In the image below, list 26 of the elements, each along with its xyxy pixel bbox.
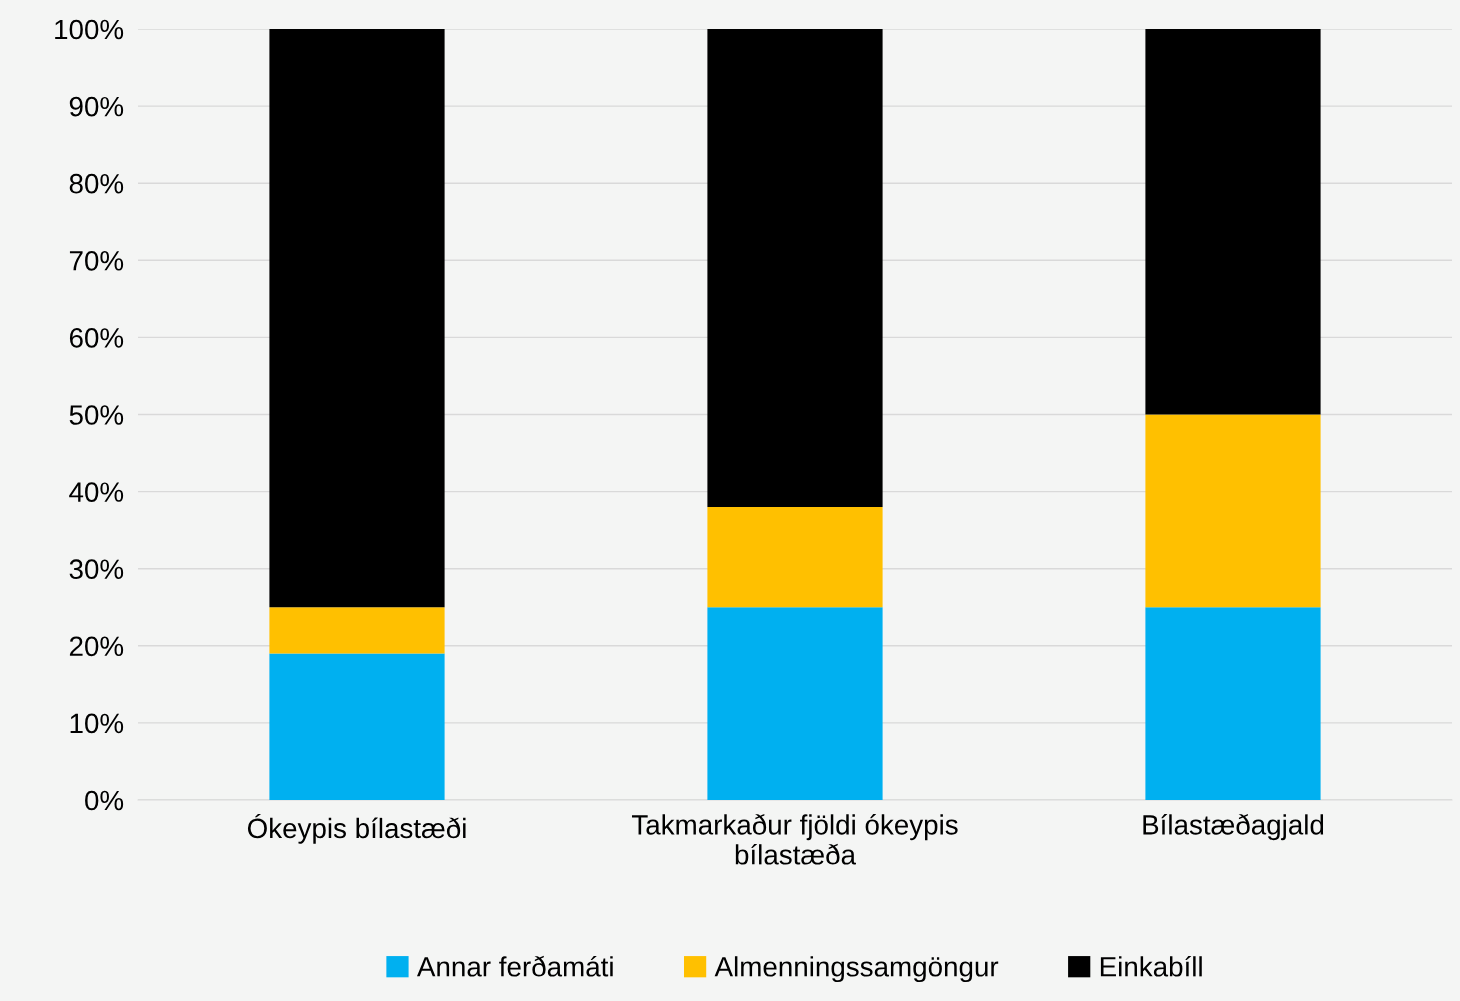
y-tick-label: 50% xyxy=(69,405,124,425)
bar xyxy=(269,607,445,654)
legend-label: Almenningssamgöngur xyxy=(714,956,999,983)
y-tick-label: 70% xyxy=(69,250,124,271)
y-tick-label: 30% xyxy=(69,559,124,580)
bar xyxy=(269,29,445,608)
legend-label: Einkabíll xyxy=(1100,955,1202,977)
bar xyxy=(1145,607,1321,800)
bar xyxy=(707,507,883,608)
x-tick-label: Ókeypis bílastæði xyxy=(247,813,466,844)
y-tick-label: 10% xyxy=(70,713,124,734)
y-tick-label: 80% xyxy=(69,173,124,194)
bar xyxy=(707,607,883,800)
y-tick-label: 40% xyxy=(69,482,124,502)
y-tick-label: 20% xyxy=(69,636,124,657)
bar xyxy=(269,653,445,800)
x-tick-label: Bílastæðagjald xyxy=(1143,813,1324,841)
bar xyxy=(707,29,883,508)
x-tick-label: Takmarkaður fjöldi ókeypis bílastæða xyxy=(631,813,958,865)
y-tick-label: 0% xyxy=(85,790,124,811)
y-tick-label: 90% xyxy=(69,96,124,117)
y-tick-label: 60% xyxy=(69,328,124,348)
bar xyxy=(1145,414,1321,608)
y-tick-label: 100% xyxy=(55,19,124,40)
legend-label: Annar ferðamáti xyxy=(416,955,613,977)
bar xyxy=(1145,29,1321,415)
